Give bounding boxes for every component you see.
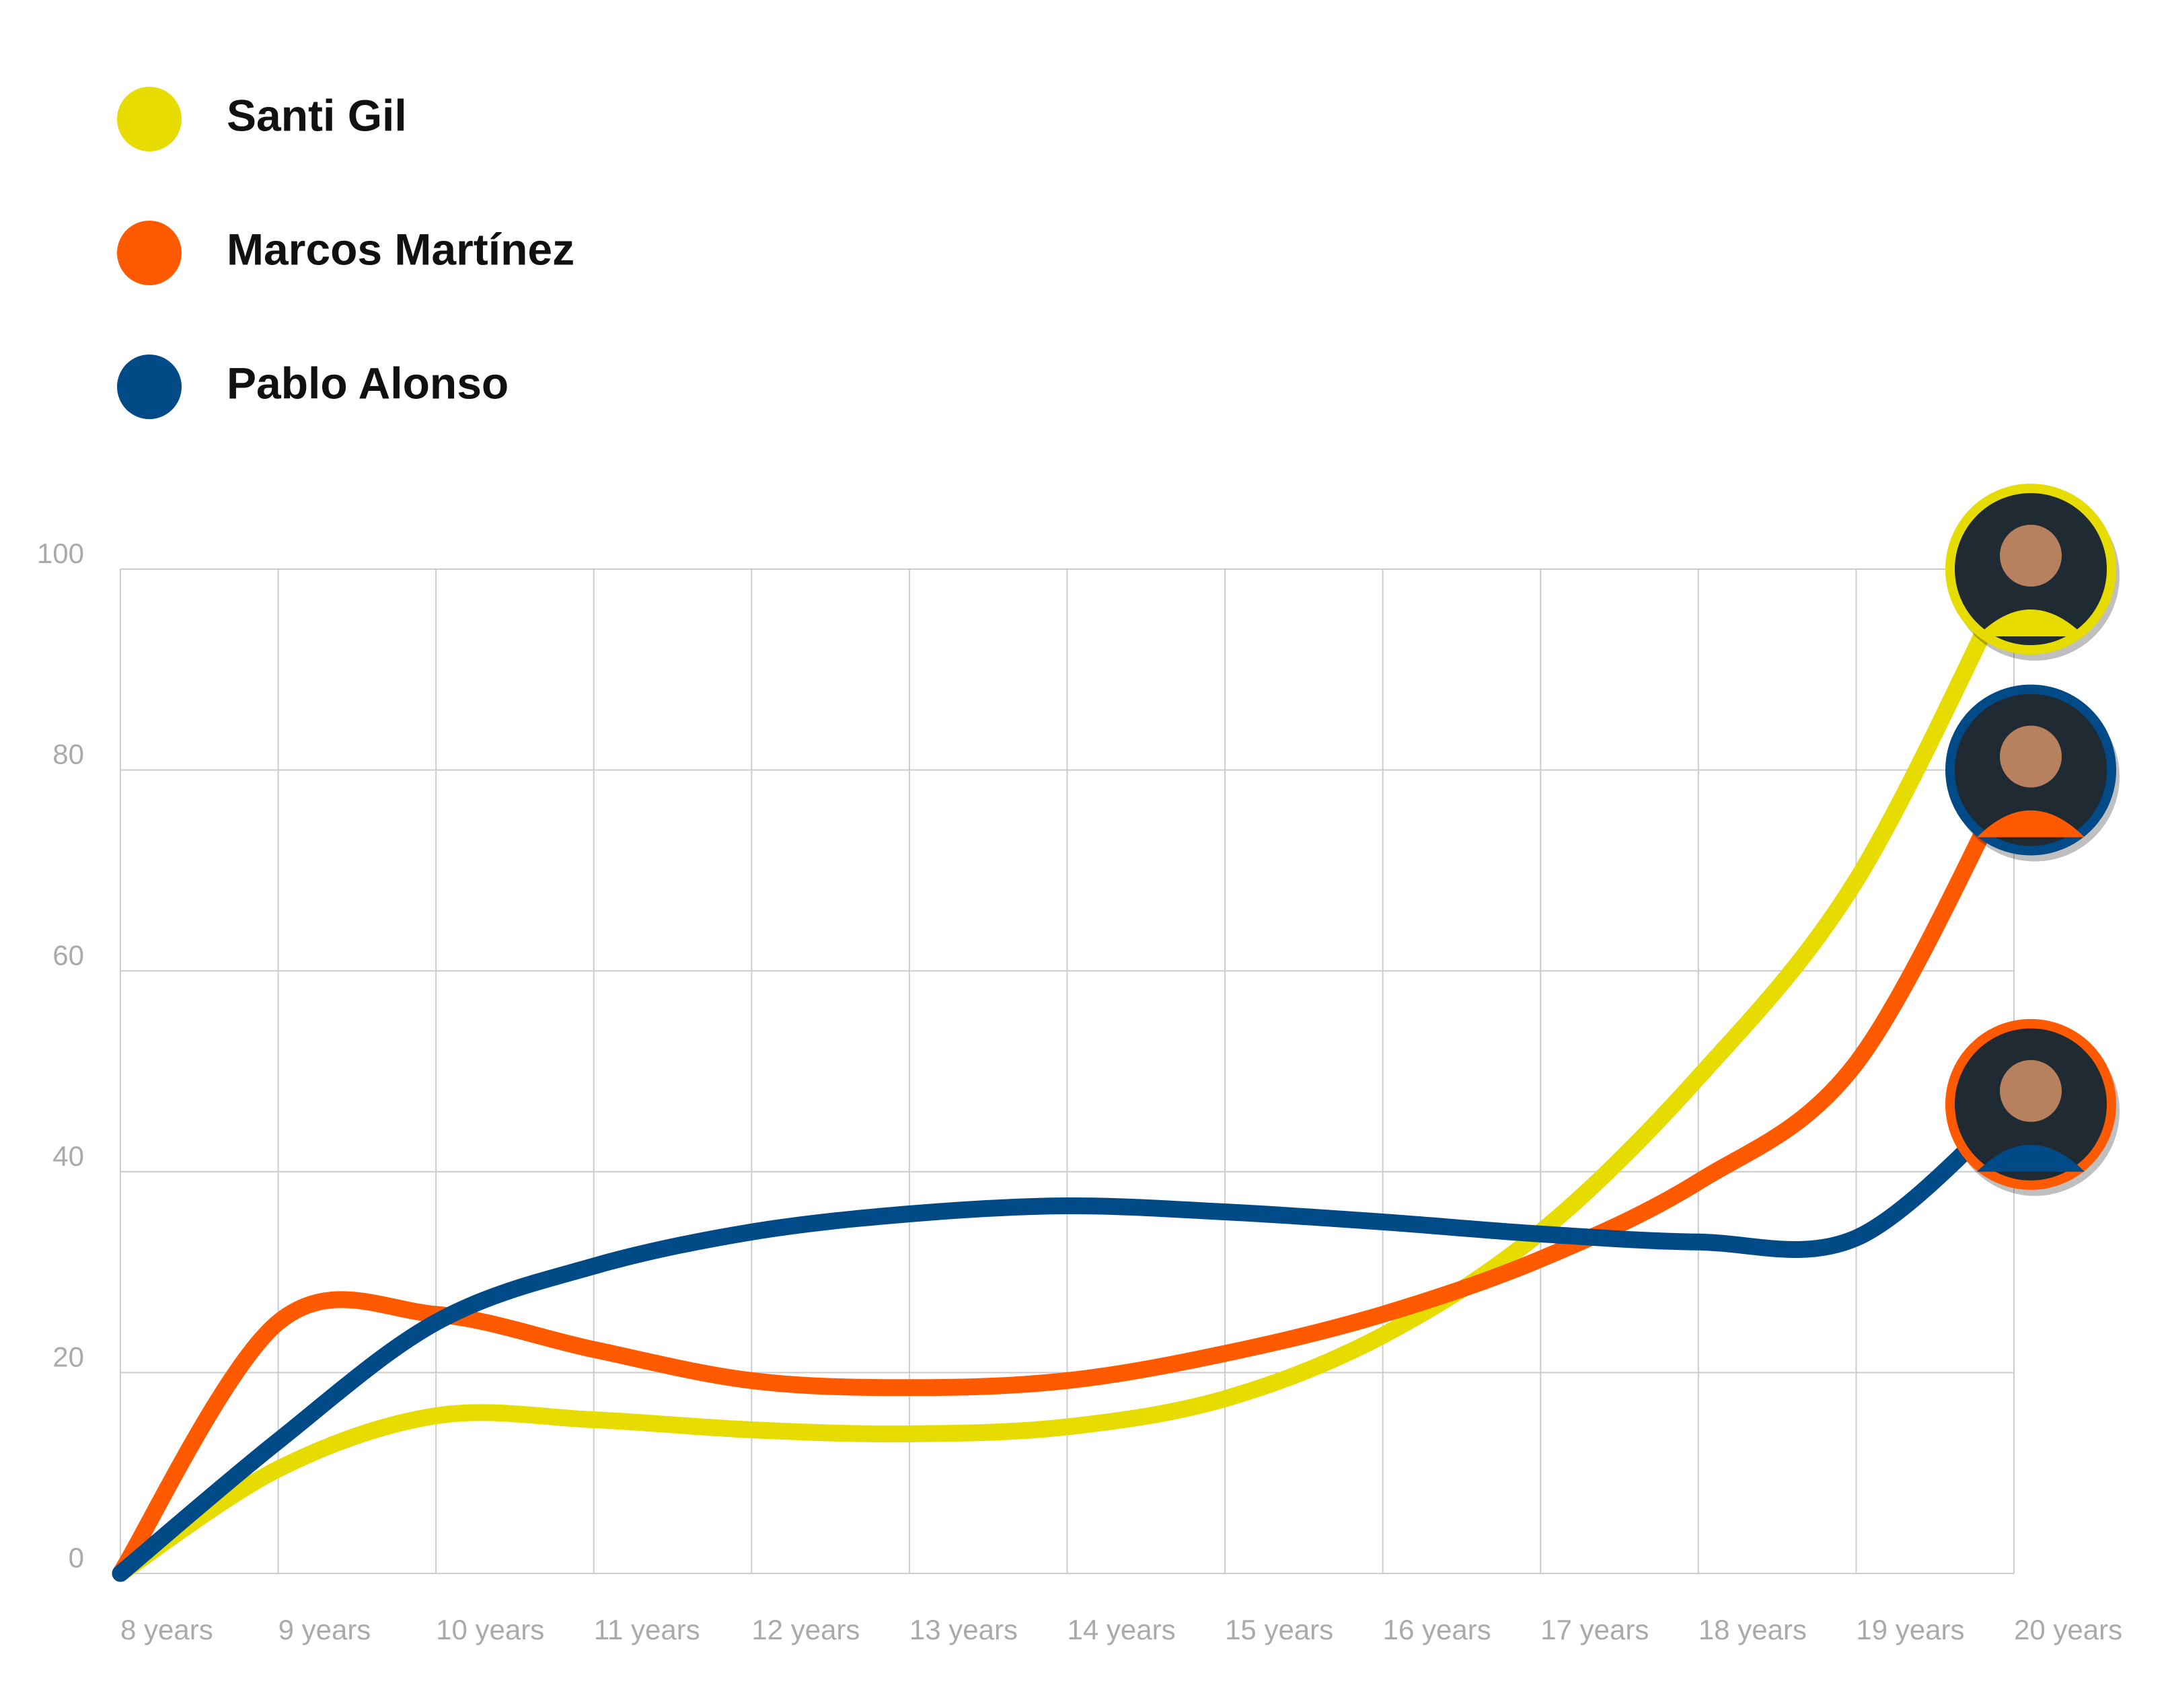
series-line bbox=[112, 560, 2023, 1582]
legend-marker bbox=[117, 355, 182, 419]
x-tick-label: 8 years bbox=[120, 1614, 213, 1645]
avatar-body bbox=[1977, 810, 2085, 838]
y-tick-label: 20 bbox=[52, 1341, 84, 1372]
x-tick-label: 13 years bbox=[909, 1614, 1018, 1645]
x-tick-label: 14 years bbox=[1068, 1614, 1176, 1645]
avatar-head bbox=[2000, 1060, 2062, 1122]
series-line bbox=[112, 1096, 2023, 1582]
legend-marker bbox=[117, 87, 182, 151]
legend-label: Marcos Martínez bbox=[227, 224, 574, 274]
avatar-head bbox=[2000, 725, 2062, 788]
x-tick-label: 17 years bbox=[1540, 1614, 1649, 1645]
x-tick-label: 12 years bbox=[751, 1614, 860, 1645]
x-tick-label: 15 years bbox=[1225, 1614, 1333, 1645]
x-tick-label: 11 years bbox=[594, 1614, 700, 1645]
legend-marker bbox=[117, 221, 182, 285]
series-line bbox=[112, 762, 2023, 1582]
x-tick-label: 10 years bbox=[436, 1614, 544, 1645]
legend-label: Pablo Alonso bbox=[227, 358, 509, 408]
x-tick-label: 20 years bbox=[2014, 1614, 2122, 1645]
y-tick-label: 80 bbox=[52, 739, 84, 770]
avatar-body bbox=[1977, 609, 2085, 636]
y-tick-label: 60 bbox=[52, 939, 84, 971]
legend-label: Santi Gil bbox=[227, 90, 407, 140]
avatar-head bbox=[2000, 525, 2062, 587]
x-tick-label: 9 years bbox=[278, 1614, 371, 1645]
x-tick-label: 19 years bbox=[1856, 1614, 1964, 1645]
avatar-body bbox=[1977, 1144, 2085, 1172]
x-tick-label: 16 years bbox=[1383, 1614, 1491, 1645]
x-tick-label: 18 years bbox=[1698, 1614, 1807, 1645]
y-tick-label: 100 bbox=[37, 537, 84, 569]
y-tick-label: 40 bbox=[52, 1140, 84, 1172]
y-tick-label: 0 bbox=[69, 1542, 84, 1573]
